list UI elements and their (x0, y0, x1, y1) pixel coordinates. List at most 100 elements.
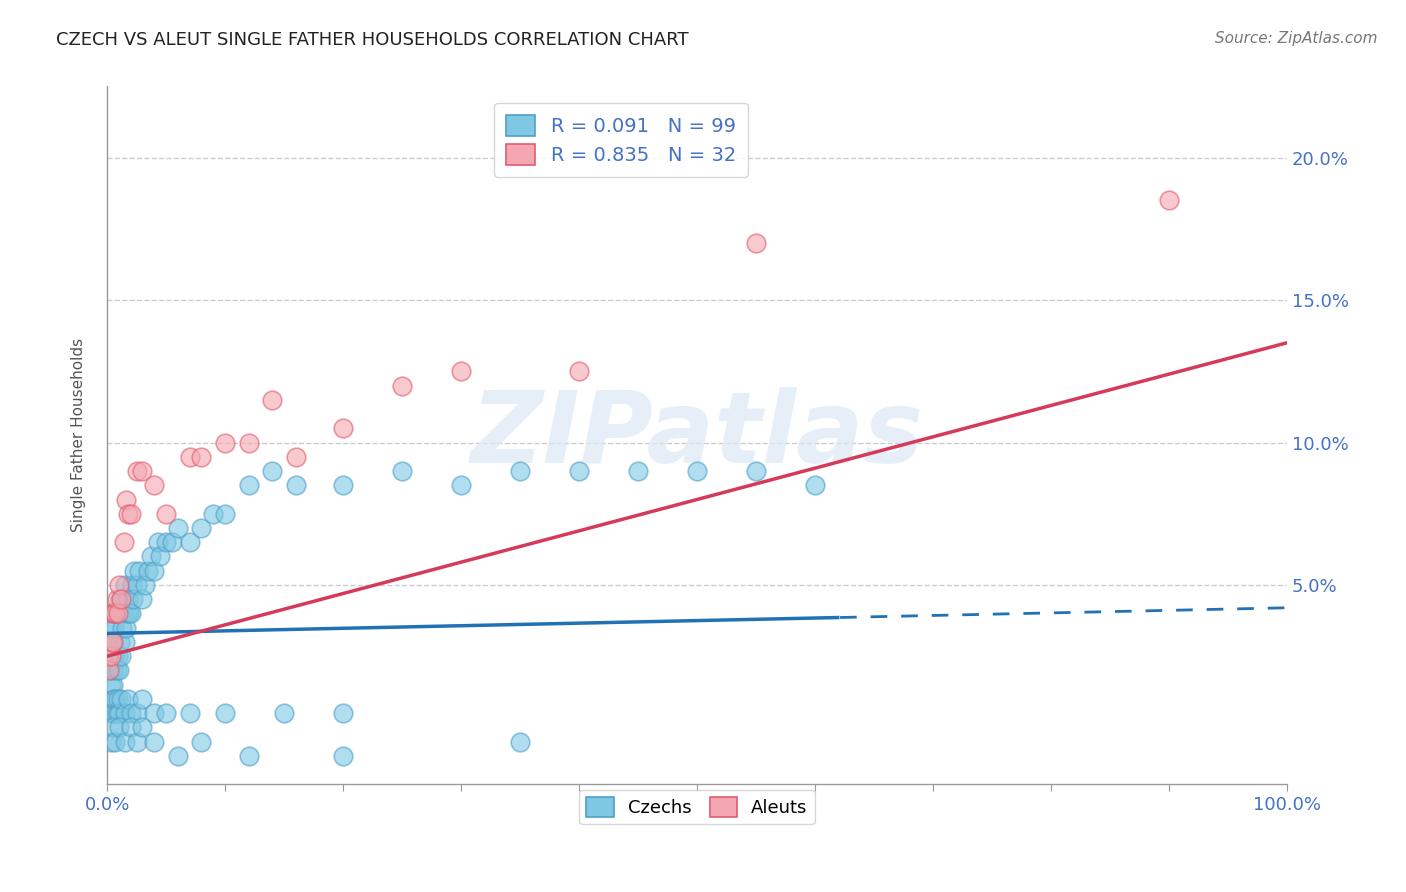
Point (110, 649, 132, 664)
Point (122, 564, 145, 578)
Point (117, 692, 139, 706)
Point (101, 607, 124, 621)
Point (105, 592, 128, 607)
Point (101, 635, 124, 649)
Point (167, 521, 190, 535)
Point (627, 464, 650, 478)
Point (100, 678, 122, 692)
Point (114, 578, 136, 592)
Point (98, 664, 121, 678)
Point (104, 649, 127, 664)
Point (111, 621, 134, 635)
Point (101, 635, 124, 649)
Point (568, 464, 591, 478)
Point (110, 692, 132, 706)
Point (179, 535, 201, 549)
Point (131, 592, 153, 607)
Point (103, 607, 125, 621)
Point (104, 607, 127, 621)
Point (115, 607, 138, 621)
Point (332, 421, 354, 435)
Point (100, 607, 122, 621)
Point (745, 464, 768, 478)
Point (262, 464, 284, 478)
Point (117, 507, 139, 521)
Point (1157, 194, 1180, 208)
Point (155, 507, 177, 521)
Point (509, 734, 531, 748)
Point (107, 649, 129, 664)
Text: ZIPatlas: ZIPatlas (471, 387, 924, 483)
Point (179, 706, 201, 721)
Point (804, 478, 827, 492)
Point (190, 450, 212, 464)
Point (120, 721, 142, 735)
Point (143, 734, 166, 748)
Point (450, 364, 472, 378)
Point (100, 706, 122, 721)
Point (121, 578, 143, 592)
Point (125, 464, 148, 478)
Point (391, 464, 413, 478)
Text: Source: ZipAtlas.com: Source: ZipAtlas.com (1215, 31, 1378, 46)
Point (155, 706, 177, 721)
Point (100, 649, 122, 664)
Point (107, 607, 129, 621)
Point (143, 706, 166, 721)
Point (108, 578, 131, 592)
Point (112, 607, 135, 621)
Point (104, 734, 127, 748)
Point (284, 478, 307, 492)
Point (167, 748, 190, 763)
Point (108, 592, 131, 607)
Point (179, 450, 201, 464)
Point (391, 378, 413, 392)
Point (262, 392, 284, 407)
Point (214, 507, 236, 521)
Point (117, 592, 139, 607)
Point (143, 478, 166, 492)
Point (97, 649, 120, 664)
Point (101, 635, 124, 649)
Point (125, 734, 148, 748)
Point (332, 478, 354, 492)
Point (160, 535, 183, 549)
Point (745, 235, 768, 250)
Point (155, 535, 177, 549)
Point (107, 607, 129, 621)
Point (97, 649, 120, 664)
Point (108, 607, 131, 621)
Point (103, 621, 125, 635)
Point (114, 734, 136, 748)
Point (202, 507, 225, 521)
Point (115, 492, 138, 507)
Legend: Czechs, Aleuts: Czechs, Aleuts (579, 790, 815, 824)
Point (238, 435, 260, 450)
Point (125, 706, 148, 721)
Point (103, 706, 125, 721)
Point (101, 706, 124, 721)
Text: CZECH VS ALEUT SINGLE FATHER HOUSEHOLDS CORRELATION CHART: CZECH VS ALEUT SINGLE FATHER HOUSEHOLDS … (56, 31, 689, 49)
Point (146, 535, 169, 549)
Point (131, 464, 153, 478)
Point (214, 435, 236, 450)
Point (190, 734, 212, 748)
Point (114, 635, 136, 649)
Point (105, 706, 128, 721)
Point (100, 649, 122, 664)
Point (238, 748, 260, 763)
Point (114, 706, 136, 721)
Point (110, 592, 132, 607)
Point (103, 664, 125, 678)
Point (104, 607, 127, 621)
Point (100, 734, 122, 748)
Point (108, 721, 131, 735)
Point (98, 635, 121, 649)
Point (284, 450, 307, 464)
Point (125, 578, 148, 592)
Point (122, 592, 145, 607)
Point (190, 521, 212, 535)
Point (120, 607, 142, 621)
Point (101, 678, 124, 692)
Point (131, 721, 153, 735)
